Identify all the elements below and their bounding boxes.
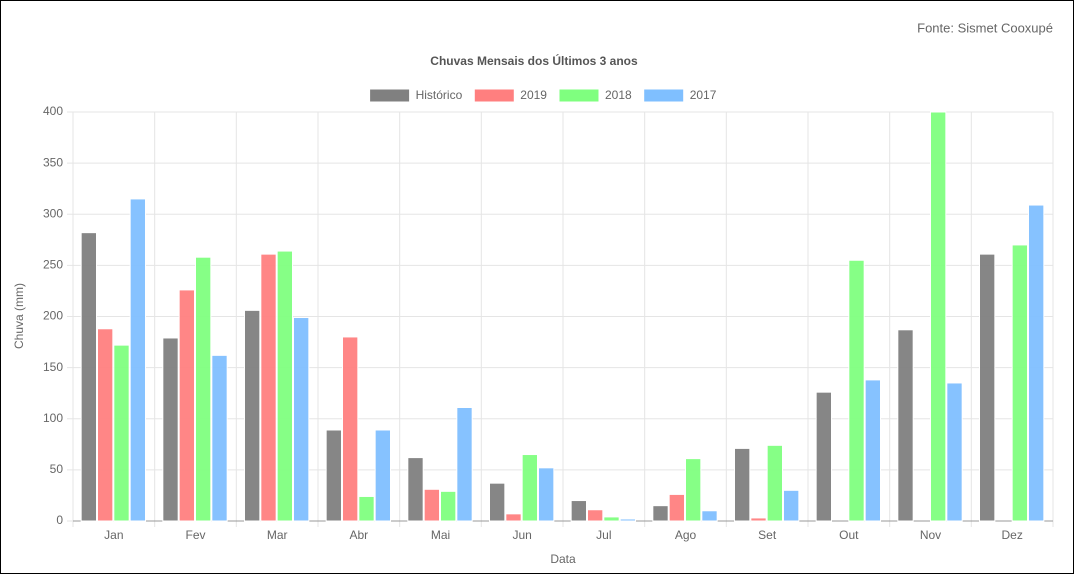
bar <box>358 495 375 522</box>
bar <box>325 429 342 522</box>
bar <box>423 488 440 522</box>
bar <box>342 336 359 522</box>
x-tick-label: Nov <box>920 528 941 542</box>
bar <box>293 317 310 522</box>
legend-swatch <box>369 88 411 103</box>
bar <box>570 500 588 522</box>
y-tick-label: 200 <box>43 309 63 323</box>
x-tick-label: Set <box>758 528 777 542</box>
legend-swatch <box>643 88 685 103</box>
legend-label: 2019 <box>520 88 547 102</box>
x-tick-label: Mar <box>267 528 288 542</box>
bar <box>276 250 293 522</box>
bar <box>897 329 914 522</box>
bar <box>538 467 555 522</box>
bar <box>1011 244 1029 522</box>
bar <box>374 429 391 522</box>
x-tick-label: Mai <box>431 528 450 542</box>
bar <box>930 111 947 522</box>
x-tick-label: Out <box>839 528 859 542</box>
legend-label: 2018 <box>605 88 632 102</box>
bar <box>162 337 179 522</box>
y-tick-label: 300 <box>43 206 63 220</box>
legend-label: Histórico <box>416 88 463 102</box>
y-tick-label: 50 <box>50 462 64 476</box>
bar <box>946 382 963 522</box>
x-tick-label: Ago <box>675 528 697 542</box>
y-tick-label: 0 <box>56 513 63 527</box>
y-axis-label: Chuva (mm) <box>12 283 26 349</box>
bar <box>195 256 212 522</box>
legend-swatch <box>558 88 600 103</box>
bar <box>113 344 130 522</box>
y-tick-label: 350 <box>43 155 63 169</box>
bar <box>505 513 522 522</box>
bar <box>456 407 473 522</box>
bar <box>766 444 784 522</box>
x-tick-label: Fev <box>185 528 205 542</box>
bar <box>407 457 424 522</box>
bar <box>129 198 147 522</box>
bar <box>603 516 620 522</box>
bar <box>97 328 114 522</box>
bar <box>440 490 457 522</box>
bar <box>979 253 996 522</box>
bar <box>260 253 277 522</box>
x-axis-label: Data <box>550 552 576 566</box>
x-tick-label: Dez <box>1001 528 1022 542</box>
bar <box>783 489 800 522</box>
bar <box>652 505 669 522</box>
bar <box>244 309 261 522</box>
x-tick-label: Abr <box>349 528 368 542</box>
bar <box>619 518 637 522</box>
y-tick-label: 400 <box>43 104 63 118</box>
x-tick-label: Jun <box>512 528 531 542</box>
bar <box>521 454 539 522</box>
bar <box>750 517 767 522</box>
bar <box>668 493 686 522</box>
bar <box>489 482 506 522</box>
source: Fonte: Sismet Cooxupé <box>917 20 1053 35</box>
bar <box>685 458 702 522</box>
bar <box>1028 204 1045 522</box>
bar <box>848 259 865 522</box>
bar <box>734 447 751 522</box>
y-tick-label: 100 <box>43 411 63 425</box>
chart-title: Chuvas Mensais dos Últimos 3 anos <box>430 53 638 68</box>
bar <box>211 354 228 522</box>
x-tick-label: Jul <box>596 528 611 542</box>
bar <box>587 509 604 522</box>
legend-label: 2017 <box>690 88 717 102</box>
legend-swatch <box>473 88 515 103</box>
x-tick-label: Jan <box>104 528 123 542</box>
bar <box>178 289 196 522</box>
bar <box>701 510 718 522</box>
y-tick-label: 150 <box>43 360 63 374</box>
bar <box>864 379 882 522</box>
y-tick-label: 250 <box>43 258 63 272</box>
bar <box>80 232 97 522</box>
bar <box>815 391 833 522</box>
